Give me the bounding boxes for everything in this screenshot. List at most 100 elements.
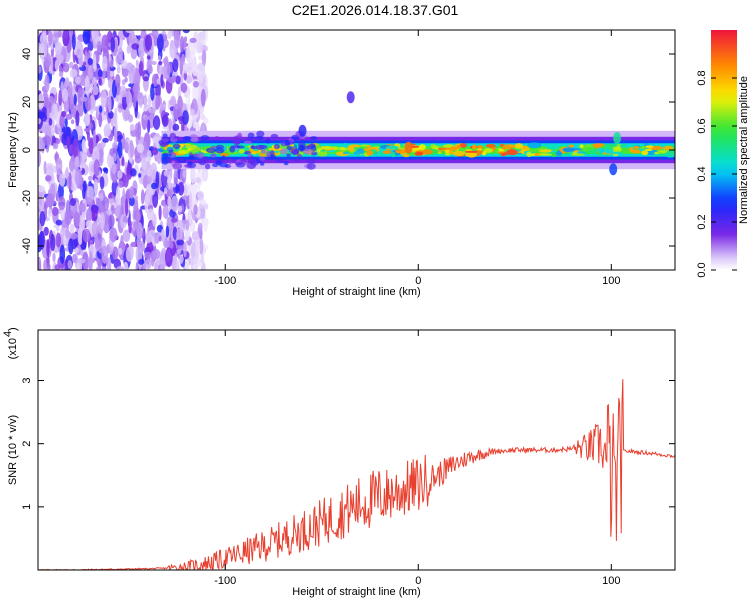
noise-blob bbox=[69, 68, 78, 79]
heatmap-y-tick-label: 0 bbox=[21, 147, 33, 153]
noise-blob bbox=[46, 239, 50, 257]
noise-blob bbox=[185, 259, 190, 270]
noise-blob bbox=[107, 257, 112, 270]
noise-blob bbox=[79, 96, 88, 102]
noise-blob bbox=[62, 30, 70, 47]
noise-blob bbox=[103, 111, 108, 116]
noise-blob bbox=[93, 53, 97, 71]
fringe-blob bbox=[184, 164, 193, 168]
noise-blob bbox=[129, 168, 137, 177]
noise-blob bbox=[43, 39, 48, 58]
noise-blob bbox=[54, 264, 61, 270]
band-blob bbox=[528, 148, 538, 153]
noise-blob bbox=[87, 57, 93, 66]
band-blob bbox=[475, 150, 484, 154]
noise-blob bbox=[77, 227, 83, 245]
noise-blob bbox=[94, 236, 99, 251]
noise-blob bbox=[176, 228, 183, 242]
noise-blob bbox=[103, 167, 109, 175]
noise-blob bbox=[74, 168, 83, 187]
noise-blob bbox=[125, 90, 130, 106]
noise-blob bbox=[109, 71, 115, 77]
noise-blob bbox=[48, 208, 52, 218]
fringe-blob bbox=[215, 160, 222, 165]
band-blob bbox=[551, 150, 556, 153]
noise-blob bbox=[73, 211, 80, 229]
noise-blob bbox=[101, 266, 107, 270]
noise-blob bbox=[118, 47, 123, 60]
noise-blob bbox=[43, 135, 51, 146]
fringe-blob bbox=[265, 138, 271, 144]
noise-blob bbox=[137, 92, 144, 106]
noise-blob bbox=[96, 266, 101, 270]
fringe-blob bbox=[196, 152, 205, 159]
noise-blob bbox=[73, 93, 78, 106]
noise-blob bbox=[150, 111, 154, 120]
band-blob bbox=[485, 143, 496, 148]
fringe-blob bbox=[240, 156, 248, 162]
band-blob bbox=[227, 151, 239, 155]
noise-blob bbox=[38, 93, 45, 110]
noise-blob bbox=[88, 137, 94, 155]
fringe-blob bbox=[169, 152, 177, 159]
fringe-blob bbox=[206, 147, 216, 153]
noise-blob bbox=[141, 155, 147, 171]
band-blob bbox=[483, 148, 493, 153]
noise-blob bbox=[38, 111, 46, 119]
noise-blob bbox=[146, 55, 151, 60]
noise-blob bbox=[38, 65, 42, 74]
band-blob bbox=[449, 146, 459, 151]
band-blob bbox=[620, 144, 628, 147]
noise-blob bbox=[198, 55, 203, 61]
noise-blob bbox=[144, 251, 152, 259]
noise-blob bbox=[114, 107, 118, 127]
noise-blob bbox=[64, 258, 69, 270]
noise-blob bbox=[200, 88, 206, 107]
band-blob bbox=[555, 151, 563, 157]
noise-blob bbox=[148, 229, 156, 239]
noise-blob bbox=[78, 50, 84, 68]
noise-blob bbox=[57, 182, 64, 201]
band-blob bbox=[342, 151, 350, 155]
fringe-blob bbox=[260, 149, 267, 154]
colorbar-tick-label: 0.8 bbox=[696, 70, 708, 85]
noise-blob bbox=[199, 74, 204, 84]
noise-blob bbox=[68, 30, 74, 39]
noise-blob bbox=[55, 157, 63, 176]
noise-blob bbox=[92, 76, 98, 87]
feature-blob-4 bbox=[613, 132, 622, 144]
noise-blob bbox=[202, 117, 209, 124]
fringe-blob bbox=[161, 158, 169, 165]
noise-blob bbox=[92, 129, 97, 148]
band-blob bbox=[337, 143, 349, 148]
noise-blob bbox=[169, 241, 174, 249]
noise-blob bbox=[92, 205, 98, 222]
noise-blob bbox=[190, 167, 196, 184]
noise-blob bbox=[77, 102, 82, 114]
noise-blob bbox=[180, 82, 188, 94]
band-blob bbox=[444, 148, 450, 154]
noise-blob bbox=[125, 198, 129, 217]
noise-blob bbox=[170, 195, 179, 212]
noise-blob bbox=[129, 139, 134, 159]
noise-blob bbox=[38, 136, 43, 153]
fringe-blob bbox=[200, 135, 210, 141]
noise-blob bbox=[84, 75, 90, 95]
noise-blob bbox=[167, 196, 172, 209]
fringe-blob bbox=[260, 162, 265, 166]
noise-blob bbox=[182, 219, 187, 225]
noise-blob bbox=[187, 56, 194, 68]
band-blob bbox=[641, 150, 649, 156]
fringe-blob bbox=[237, 132, 243, 139]
noise-blob bbox=[164, 187, 168, 195]
fringe-blob bbox=[280, 148, 288, 155]
noise-blob bbox=[137, 121, 142, 141]
band-blob bbox=[322, 146, 333, 150]
band-blob bbox=[421, 149, 433, 155]
noise-blob bbox=[149, 107, 156, 114]
heatmap-y-tick-label: 20 bbox=[21, 96, 33, 108]
line-y-multiplier-close: ) bbox=[7, 327, 19, 331]
band-blob bbox=[366, 145, 372, 148]
line-y-multiplier-base: (x10 bbox=[7, 338, 19, 359]
